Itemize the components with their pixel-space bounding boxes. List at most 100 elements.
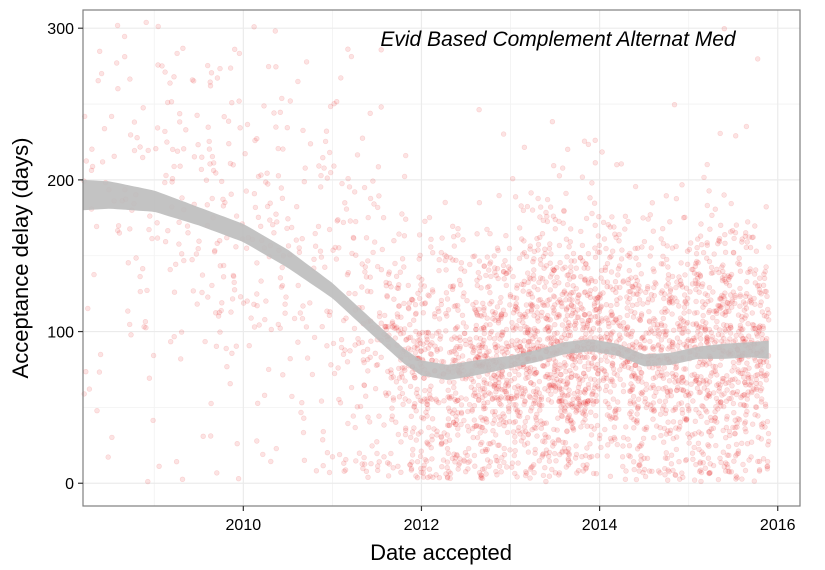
data-point: [584, 354, 590, 360]
data-point: [162, 179, 168, 186]
data-point: [744, 441, 751, 447]
data-point: [386, 280, 392, 286]
data-point: [645, 401, 651, 407]
data-point: [487, 381, 493, 387]
data-point: [177, 163, 183, 169]
data-point: [408, 467, 414, 473]
data-point: [716, 327, 723, 333]
data-point: [742, 233, 748, 240]
data-point: [694, 236, 701, 242]
data-point: [568, 269, 574, 275]
data-point: [721, 26, 727, 32]
data-point: [324, 343, 330, 349]
data-point: [530, 462, 537, 468]
data-point: [629, 283, 635, 290]
data-point: [669, 339, 675, 345]
data-point: [616, 231, 622, 238]
data-point: [710, 315, 716, 321]
data-point: [760, 420, 766, 426]
data-point: [361, 382, 367, 388]
data-point: [406, 306, 412, 312]
data-point: [411, 403, 417, 409]
data-point: [705, 442, 711, 448]
data-point: [577, 358, 583, 365]
data-point: [481, 263, 487, 270]
data-point: [554, 330, 560, 336]
data-point: [762, 288, 768, 295]
data-point: [542, 465, 548, 471]
data-point: [694, 373, 700, 380]
data-point: [700, 403, 706, 410]
data-point: [616, 263, 623, 269]
data-point: [528, 380, 534, 386]
data-point: [439, 378, 445, 384]
data-point: [171, 289, 178, 295]
data-point: [543, 434, 549, 440]
data-point: [487, 259, 494, 265]
data-point: [628, 381, 634, 387]
data-point: [687, 289, 693, 295]
data-point: [554, 264, 560, 271]
data-point: [693, 322, 700, 328]
data-point: [661, 365, 667, 371]
data-point: [722, 312, 728, 318]
data-point: [551, 267, 557, 274]
data-point: [214, 470, 220, 476]
data-point: [683, 343, 689, 349]
data-point: [317, 248, 324, 254]
data-point: [563, 297, 569, 303]
data-point: [371, 201, 377, 207]
data-point: [662, 323, 668, 329]
data-point: [447, 475, 453, 482]
data-point: [140, 105, 146, 111]
data-point: [556, 312, 563, 318]
data-point: [438, 441, 444, 448]
data-point: [538, 418, 544, 424]
data-point: [258, 172, 264, 178]
data-point: [495, 383, 502, 390]
data-point: [662, 333, 668, 339]
data-point: [693, 407, 699, 413]
data-point: [653, 423, 660, 429]
data-point: [683, 380, 690, 386]
data-point: [719, 264, 725, 270]
data-point: [458, 402, 465, 408]
data-point: [663, 431, 670, 437]
data-point: [418, 281, 424, 288]
data-point: [503, 282, 509, 289]
data-point: [211, 249, 218, 255]
data-point: [512, 303, 519, 309]
data-point: [553, 383, 559, 389]
data-point: [603, 331, 610, 337]
data-point: [451, 357, 458, 364]
data-point: [728, 200, 734, 207]
data-point: [573, 320, 579, 326]
data-point: [396, 303, 402, 309]
data-point: [146, 226, 152, 233]
data-point: [525, 291, 532, 298]
data-point: [525, 339, 532, 345]
data-point: [672, 472, 678, 478]
data-point: [380, 215, 387, 221]
data-point: [683, 457, 690, 463]
data-point: [556, 365, 562, 372]
data-point: [439, 440, 445, 447]
data-point: [609, 414, 615, 421]
data-point: [603, 302, 610, 308]
data-point: [558, 404, 564, 410]
data-point: [489, 299, 495, 305]
data-point: [591, 385, 598, 391]
data-point: [666, 338, 673, 344]
data-point: [569, 400, 576, 407]
data-point: [680, 387, 686, 393]
data-point: [612, 279, 619, 285]
data-point: [334, 98, 340, 105]
data-point: [416, 330, 423, 337]
data-point: [472, 307, 479, 313]
data-point: [566, 244, 572, 250]
data-point: [701, 174, 707, 181]
data-point: [273, 445, 279, 452]
data-point: [279, 282, 286, 289]
data-point: [254, 260, 260, 266]
data-point: [398, 331, 404, 337]
